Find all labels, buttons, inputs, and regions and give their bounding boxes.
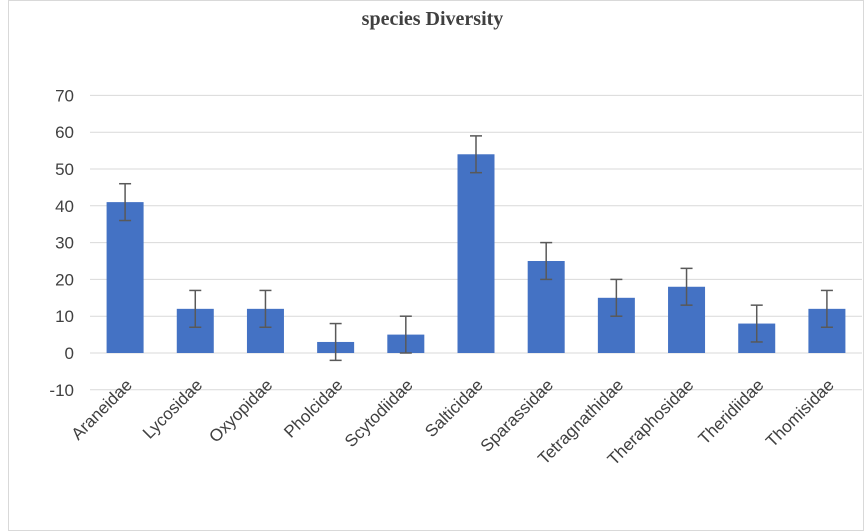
error-bar-tetragnathidae — [610, 278, 623, 317]
error-bar-salticidae — [470, 135, 482, 174]
y-tick-label: 70 — [55, 86, 74, 105]
error-bar-theraphosidae — [680, 267, 693, 306]
bar-araneidae — [106, 202, 144, 353]
x-tick-label-salticidae: Salticidae — [421, 375, 487, 441]
y-tick-label: 20 — [55, 270, 74, 289]
x-tick-label-theridiidae: Theridiidae — [695, 375, 768, 448]
error-bar-thomisidae — [820, 289, 833, 328]
error-bars — [119, 135, 833, 362]
y-tick-label: 60 — [55, 123, 74, 142]
error-bar-pholcidae — [329, 322, 342, 362]
x-tick-label-pholcidae: Pholcidae — [280, 375, 346, 441]
error-bar-araneidae — [119, 182, 132, 222]
x-tick-label-scytodiidae: Scytodiidae — [341, 375, 417, 451]
y-tick-label: 30 — [55, 234, 74, 253]
error-bar-sparassidae — [540, 241, 553, 281]
x-tick-label-thomisidae: Thomisidae — [762, 375, 838, 451]
error-bar-scytodiidae — [399, 315, 412, 354]
y-tick-label: 0 — [65, 344, 74, 363]
error-bar-lycosidae — [189, 289, 202, 328]
chart-area — [8, 0, 864, 531]
x-tick-label-araneidae: Araneidae — [68, 375, 136, 443]
y-tick-label: -10 — [49, 381, 74, 400]
bar-salticidae — [457, 154, 495, 353]
y-tick-label: 50 — [55, 160, 74, 179]
x-tick-label-oxyopidae: Oxyopidae — [205, 375, 276, 446]
y-tick-label: 40 — [55, 197, 74, 216]
y-tick-label: 10 — [55, 307, 74, 326]
bars — [106, 154, 846, 353]
error-bar-theridiidae — [750, 304, 763, 343]
x-tick-label-lycosidae: Lycosidae — [139, 375, 206, 442]
error-bar-oxyopidae — [259, 289, 272, 328]
y-axis-tick-labels: -10 0 10 20 30 40 50 60 70 — [49, 86, 74, 399]
chart-title: species Diversity — [361, 8, 504, 30]
